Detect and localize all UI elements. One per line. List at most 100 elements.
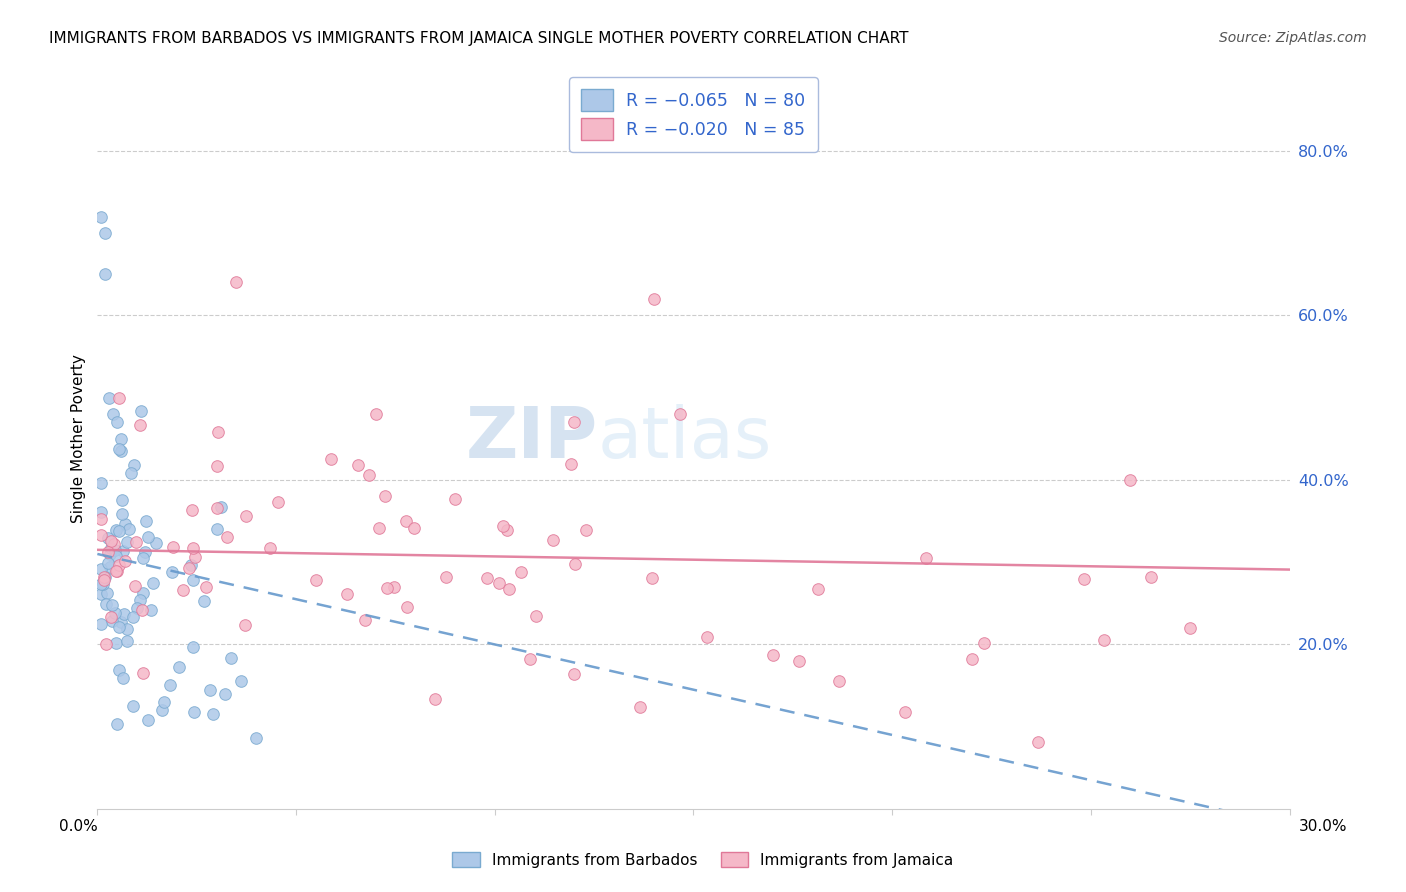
Point (111, 493, 134, 508)
Point (434, 570, 457, 584)
Point (201, 707, 224, 722)
Point (132, 666, 155, 681)
Point (107, 663, 129, 677)
Legend: R = −0.065   N = 80, R = −0.020   N = 85: R = −0.065 N = 80, R = −0.020 N = 85 (569, 78, 818, 152)
Point (828, 673, 851, 688)
Point (141, 575, 163, 590)
Point (91, 577, 114, 591)
Point (112, 607, 135, 621)
Point (214, 687, 236, 701)
Point (104, 635, 127, 649)
Point (159, 678, 181, 692)
Point (259, 541, 281, 555)
Point (357, 467, 380, 482)
Point (235, 617, 257, 632)
Point (100, 534, 122, 549)
Point (382, 580, 405, 594)
Point (423, 692, 446, 706)
Point (364, 407, 387, 421)
Point (519, 652, 541, 666)
Point (90, 562, 112, 576)
Text: 30.0%: 30.0% (1299, 820, 1347, 834)
Point (1073, 573, 1095, 587)
Text: 0.0%: 0.0% (59, 820, 98, 834)
Point (560, 457, 582, 471)
Point (104, 542, 127, 557)
Point (105, 564, 128, 578)
Point (96, 637, 118, 651)
Point (960, 652, 983, 666)
Point (131, 603, 153, 617)
Point (122, 610, 145, 624)
Point (101, 614, 124, 628)
Point (205, 522, 228, 536)
Point (93, 570, 115, 584)
Point (1140, 569, 1163, 583)
Point (225, 276, 247, 290)
Point (894, 706, 917, 720)
Point (492, 519, 515, 533)
Point (488, 576, 510, 591)
Point (807, 582, 830, 597)
Point (114, 554, 136, 568)
Point (973, 636, 995, 650)
Point (524, 609, 547, 624)
Point (1180, 621, 1202, 635)
Text: atlas: atlas (598, 404, 772, 474)
Point (104, 549, 127, 564)
Point (115, 622, 138, 636)
Point (90, 505, 112, 519)
Point (374, 488, 396, 502)
Point (1119, 473, 1142, 487)
Point (90, 587, 112, 601)
Point (475, 571, 498, 585)
Point (96, 586, 118, 600)
Y-axis label: Single Mother Poverty: Single Mother Poverty (72, 354, 86, 524)
Point (205, 500, 228, 515)
Point (162, 540, 184, 554)
Point (105, 523, 128, 537)
Point (562, 666, 585, 681)
Point (395, 514, 418, 528)
Point (129, 593, 152, 607)
Point (90, 577, 112, 591)
Point (184, 549, 207, 564)
Point (180, 558, 202, 573)
Point (235, 508, 257, 523)
Point (97, 545, 120, 559)
Point (110, 615, 132, 630)
Point (103, 536, 125, 550)
Point (135, 514, 157, 528)
Point (443, 492, 465, 507)
Point (94, 570, 117, 584)
Point (110, 432, 132, 446)
Point (354, 613, 377, 627)
Point (209, 500, 232, 515)
Point (575, 524, 598, 538)
Point (124, 579, 146, 593)
Point (134, 545, 156, 559)
Point (103, 407, 125, 421)
Point (217, 530, 239, 544)
Point (105, 415, 128, 429)
Point (267, 495, 290, 509)
Point (162, 565, 184, 579)
Point (229, 674, 252, 689)
Point (696, 630, 718, 644)
Point (128, 417, 150, 432)
Point (167, 660, 190, 674)
Point (124, 535, 146, 549)
Point (152, 695, 174, 709)
Point (108, 619, 131, 633)
Point (172, 582, 194, 597)
Point (108, 391, 131, 405)
Point (564, 558, 586, 572)
Point (180, 503, 202, 517)
Point (98, 391, 121, 405)
Point (90, 475, 112, 490)
Point (115, 535, 138, 549)
Text: IMMIGRANTS FROM BARBADOS VS IMMIGRANTS FROM JAMAICA SINGLE MOTHER POVERTY CORREL: IMMIGRANTS FROM BARBADOS VS IMMIGRANTS F… (49, 31, 908, 46)
Point (541, 533, 564, 548)
Point (98, 560, 121, 574)
Point (136, 714, 159, 728)
